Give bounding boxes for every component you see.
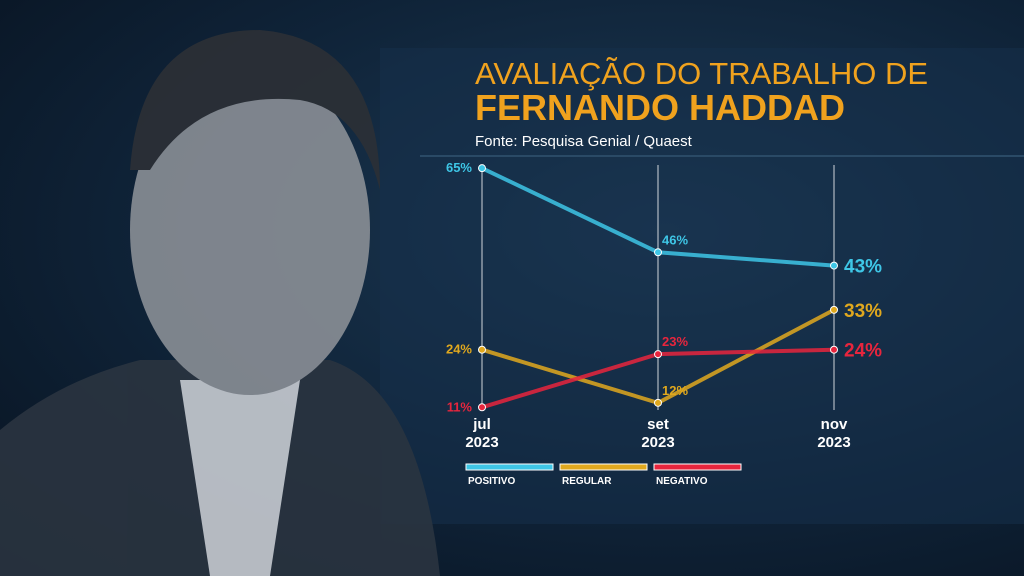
point — [654, 248, 662, 257]
point — [654, 350, 662, 359]
value-label: 24% — [446, 342, 472, 357]
point — [478, 345, 486, 354]
x-tick-label: jul 2023 — [465, 416, 499, 451]
legend-swatch — [559, 463, 648, 471]
panel — [380, 48, 1024, 524]
value-label: 46% — [662, 232, 688, 247]
title: AVALIAÇÃO DO TRABALHO DE — [475, 56, 928, 91]
value-label: 11% — [447, 399, 473, 414]
legend-label: REGULAR — [562, 476, 612, 487]
legend-label: NEGATIVO — [656, 476, 708, 487]
point — [654, 398, 662, 407]
x-tick-label: nov 2023 — [817, 416, 851, 451]
legend-label: POSITIVO — [468, 476, 515, 487]
point — [830, 261, 838, 270]
point — [830, 345, 838, 354]
x-tick-label: set 2023 — [641, 416, 675, 451]
legend-swatch — [465, 463, 554, 471]
value-label: 65% — [446, 160, 472, 175]
value-label: 33% — [844, 301, 882, 322]
point — [830, 305, 838, 314]
value-label: 24% — [844, 341, 882, 362]
value-label: 23% — [662, 334, 688, 349]
divider — [420, 155, 1024, 157]
point — [478, 403, 486, 412]
portrait — [0, 30, 440, 576]
legend-swatch — [653, 463, 742, 471]
subtitle: FERNANDO HADDAD — [475, 87, 845, 128]
value-label: 12% — [662, 383, 688, 398]
point — [478, 164, 486, 173]
value-label: 43% — [844, 257, 882, 278]
source: Fonte: Pesquisa Genial / Quaest — [475, 133, 693, 150]
